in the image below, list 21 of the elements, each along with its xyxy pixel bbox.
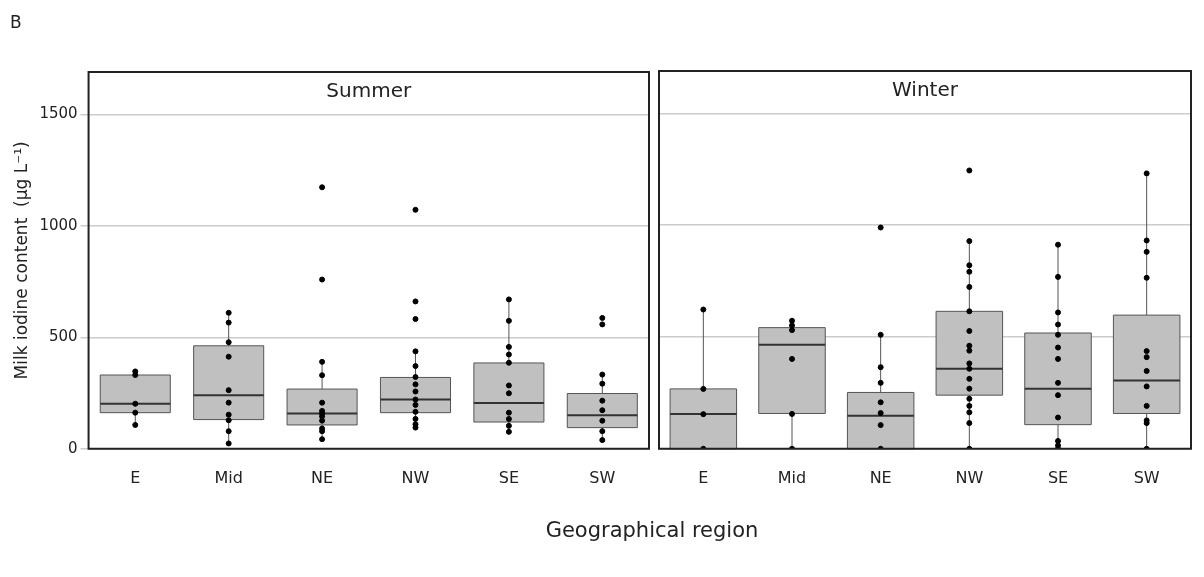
y-axis-title: Milk iodine content (µg L⁻¹)	[10, 141, 31, 380]
x-tick-label: E	[130, 467, 141, 487]
x-tick-label: NE	[311, 467, 334, 487]
x-tick-label: SE	[1047, 467, 1069, 487]
x-tick-label: Mid	[214, 467, 243, 487]
x-tick-label: NE	[869, 467, 892, 487]
y-tick-label: 0	[68, 438, 78, 457]
chart-title: Winter	[892, 77, 959, 102]
x-tick-label: E	[698, 467, 709, 487]
x-tick-label: NW	[955, 467, 984, 487]
y-tick-label: 1000	[39, 215, 78, 234]
x-tick-label: Mid	[777, 467, 807, 487]
x-tick-label: SW	[589, 467, 616, 487]
y-tick-label: 500	[48, 327, 78, 346]
x-tick-label: SW	[1133, 467, 1160, 487]
x-tick-label: NW	[401, 467, 430, 487]
x-tick-label: SE	[498, 467, 520, 487]
x-axis-title: Geographical region	[544, 518, 760, 542]
y-tick-label: 1500	[39, 104, 78, 123]
chart-title: Summer	[326, 78, 412, 103]
text: B	[9, 11, 23, 34]
